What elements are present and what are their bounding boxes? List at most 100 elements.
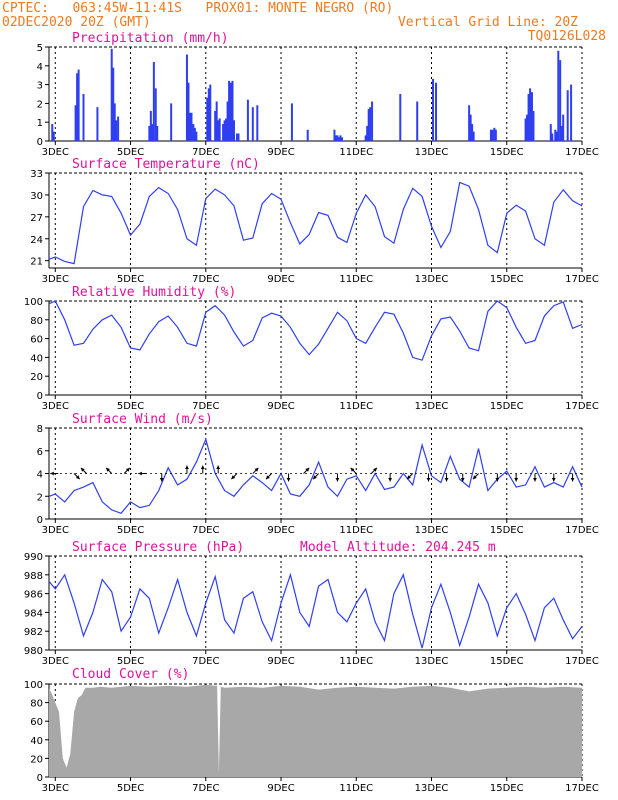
temperature-xtick-label: 17DEC bbox=[565, 274, 599, 285]
humidity-ytick-label: 60 bbox=[30, 335, 43, 346]
precip-bar bbox=[527, 94, 530, 141]
pressure-xtick-label: 9DEC bbox=[267, 656, 294, 667]
humidity-xtick-label: 5DEC bbox=[117, 401, 144, 412]
precip-bar bbox=[115, 120, 118, 141]
wind-arrow bbox=[105, 467, 113, 474]
precip-bar bbox=[110, 48, 113, 141]
precip-bar bbox=[256, 105, 259, 141]
precip-bar bbox=[96, 107, 99, 141]
wind-ytick-label: 2 bbox=[37, 492, 43, 503]
precip-xtick-label: 13DEC bbox=[415, 147, 449, 158]
precip-bar bbox=[52, 131, 55, 141]
precip-bar bbox=[364, 135, 367, 141]
wind-arrow-head bbox=[231, 475, 236, 480]
humidity-series-line bbox=[48, 300, 583, 361]
precip-bar bbox=[170, 103, 173, 141]
wind-arrow-head bbox=[551, 477, 556, 482]
cloud-ytick-label: 100 bbox=[24, 680, 43, 691]
wind-xtick-label: 9DEC bbox=[267, 525, 294, 536]
precip-bar bbox=[76, 73, 79, 141]
wind-arrow bbox=[73, 473, 81, 480]
humidity-xtick-label: 17DEC bbox=[565, 401, 599, 412]
temperature-ytick-label: 24 bbox=[30, 235, 43, 246]
wind-arrow-head bbox=[388, 477, 393, 482]
precip-xtick-label: 3DEC bbox=[42, 147, 69, 158]
precip-bar bbox=[560, 125, 563, 141]
wind-arrow bbox=[123, 467, 131, 474]
wind-arrow bbox=[514, 473, 519, 482]
precip-bar bbox=[187, 82, 190, 141]
precip-xtick-label: 15DEC bbox=[490, 147, 524, 158]
pressure-series-line bbox=[48, 572, 583, 649]
cloud-area bbox=[49, 684, 582, 777]
precip-bar bbox=[74, 105, 77, 141]
precip-bar bbox=[290, 103, 293, 141]
humidity-ytick-label: 0 bbox=[37, 391, 43, 402]
precip-bar bbox=[237, 133, 240, 141]
wind-arrow-head bbox=[407, 475, 411, 480]
header-run-time: 02DEC2020 20Z (GMT) bbox=[2, 15, 151, 30]
precip-bar bbox=[340, 137, 343, 141]
wind-arrow bbox=[303, 467, 310, 474]
cloud-xtick-label: 9DEC bbox=[267, 783, 294, 794]
wind-arrow-head bbox=[216, 465, 221, 470]
precip-ytick-label: 4 bbox=[37, 62, 43, 73]
wind-arrow-head bbox=[533, 477, 537, 482]
wind-arrow-head bbox=[570, 477, 575, 482]
wind-arrow-head bbox=[138, 471, 142, 476]
precip-bar bbox=[82, 94, 85, 141]
pressure-xtick-label: 15DEC bbox=[490, 656, 524, 667]
wind-arrow-head bbox=[335, 477, 340, 482]
precip-bar bbox=[190, 112, 193, 141]
precip-ytick-label: 3 bbox=[37, 81, 43, 92]
precip-bar bbox=[491, 129, 494, 141]
precip-bar bbox=[435, 82, 438, 141]
precip-bar bbox=[366, 125, 369, 141]
wind-arrow bbox=[533, 473, 537, 482]
precip-bar bbox=[416, 101, 419, 141]
precip-bar bbox=[246, 99, 249, 141]
precip-bar bbox=[188, 112, 191, 141]
precip-bar bbox=[207, 88, 210, 141]
wind-arrow-head bbox=[514, 477, 519, 482]
wind-arrow bbox=[426, 473, 431, 482]
precip-xtick-label: 7DEC bbox=[192, 147, 219, 158]
wind-arrow bbox=[335, 473, 340, 482]
wind-arrow bbox=[350, 467, 357, 474]
cloud-xtick-label: 15DEC bbox=[490, 783, 524, 794]
wind-arrow-head bbox=[254, 467, 259, 472]
precip-bar bbox=[223, 120, 226, 141]
precip-bar bbox=[51, 124, 54, 141]
precip-bar bbox=[371, 101, 374, 141]
precip-bar bbox=[218, 118, 221, 141]
precip-bar bbox=[334, 135, 337, 141]
pressure-xtick-label: 11DEC bbox=[339, 656, 373, 667]
precip-bar bbox=[185, 54, 188, 141]
cloud-ytick-label: 80 bbox=[30, 699, 43, 710]
header-grid-line: Vertical Grid Line: 20Z bbox=[398, 15, 578, 30]
humidity-xtick-label: 13DEC bbox=[415, 401, 449, 412]
precip-bar bbox=[559, 60, 562, 141]
precip-bar bbox=[493, 127, 496, 141]
precip-bar bbox=[77, 69, 80, 141]
cloud-xtick-label: 3DEC bbox=[42, 783, 69, 794]
precip-bar bbox=[337, 137, 340, 141]
cloud-xtick-label: 5DEC bbox=[117, 783, 144, 794]
cloud-xtick-label: 13DEC bbox=[415, 783, 449, 794]
humidity-panel: Relative Humidity (%) 0 20 40 60 80 100 3DEC 5DE… bbox=[24, 285, 599, 412]
wind-arrow bbox=[231, 473, 238, 480]
wind-arrow-head bbox=[444, 477, 449, 482]
wind-arrow bbox=[138, 471, 147, 476]
temperature-xtick-label: 3DEC bbox=[42, 274, 69, 285]
precip-bar bbox=[555, 131, 558, 141]
wind-arrow-head bbox=[305, 467, 310, 472]
precip-bar bbox=[222, 124, 225, 141]
cloud-xtick-label: 11DEC bbox=[339, 783, 373, 794]
cloud-ytick-label: 0 bbox=[37, 773, 43, 784]
header-location: CPTEC: 063:45W-11:41S PROX01: MONTE NEGR… bbox=[2, 1, 393, 16]
precip-bar bbox=[529, 88, 532, 141]
header-model: TQ0126L028 bbox=[528, 29, 606, 44]
precip-bar bbox=[557, 50, 560, 142]
wind-xtick-label: 11DEC bbox=[339, 525, 373, 536]
temperature-ytick-label: 27 bbox=[30, 213, 43, 224]
